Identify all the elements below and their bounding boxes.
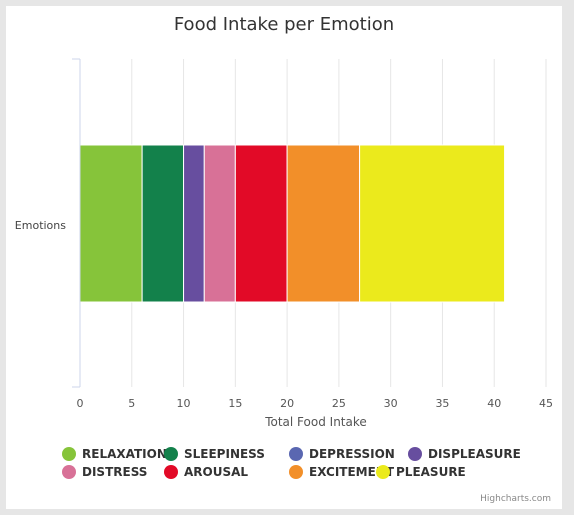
- legend-label: DEPRESSION: [309, 447, 395, 461]
- y-axis-category-label: Emotions: [15, 219, 66, 232]
- x-tick-label: 35: [435, 397, 449, 410]
- x-tick-label: 30: [384, 397, 398, 410]
- bar-segment-pleasure[interactable]: [359, 144, 506, 303]
- x-tick-label: 20: [280, 397, 294, 410]
- legend-symbol: [62, 447, 76, 461]
- stacked-bar-chart: Food Intake per Emotion Emotions 0 5 10 15 2…: [15, 14, 554, 504]
- legend-item-arousal[interactable]: AROUSAL: [164, 465, 248, 479]
- legend-item-relaxation[interactable]: RELAXATION: [62, 447, 167, 461]
- credits-link[interactable]: Highcharts.com: [480, 494, 551, 504]
- legend: RELAXATION SLEEPINESS DEPRESSION DISPLEASUR…: [62, 447, 521, 479]
- x-tick-label: 15: [228, 397, 242, 410]
- legend-item-pleasure[interactable]: PLEASURE: [376, 465, 466, 479]
- bar-segment-excitement[interactable]: [286, 144, 361, 303]
- legend-label: EXCITEMENT: [309, 465, 395, 479]
- x-tick-label: 5: [128, 397, 135, 410]
- legend-label: DISTRESS: [82, 465, 147, 479]
- x-tick-label: 10: [177, 397, 191, 410]
- x-axis-title: Total Food Intake: [264, 415, 367, 429]
- bar-series: [79, 144, 506, 303]
- bar-segment-arousal[interactable]: [234, 144, 288, 303]
- legend-symbol: [289, 447, 303, 461]
- x-axis-tick-labels: 0 5 10 15 20 25 30 35 40 45: [77, 397, 554, 410]
- x-tick-label: 25: [332, 397, 346, 410]
- legend-symbol: [62, 465, 76, 479]
- legend-symbol: [408, 447, 422, 461]
- legend-item-depression[interactable]: DEPRESSION: [289, 447, 395, 461]
- axes: [72, 58, 81, 388]
- legend-item-excitement[interactable]: EXCITEMENT: [289, 465, 395, 479]
- bar-segment-distress[interactable]: [203, 144, 236, 303]
- bar-segment-relaxation[interactable]: [79, 144, 143, 303]
- legend-label: DISPLEASURE: [428, 447, 521, 461]
- legend-label: PLEASURE: [396, 465, 466, 479]
- legend-item-sleepiness[interactable]: SLEEPINESS: [164, 447, 265, 461]
- x-tick-label: 40: [487, 397, 501, 410]
- chart-container: Food Intake per Emotion Emotions 0 5 10 15 2…: [6, 6, 562, 509]
- legend-symbol: [376, 465, 390, 479]
- legend-symbol: [164, 447, 178, 461]
- legend-label: SLEEPINESS: [184, 447, 265, 461]
- legend-symbol: [164, 465, 178, 479]
- legend-label: AROUSAL: [184, 465, 248, 479]
- bar-segment-displeasure[interactable]: [183, 144, 205, 303]
- legend-item-displeasure[interactable]: DISPLEASURE: [408, 447, 521, 461]
- bar-segment-sleepiness[interactable]: [141, 144, 185, 303]
- chart-title: Food Intake per Emotion: [174, 14, 394, 35]
- legend-label: RELAXATION: [82, 447, 167, 461]
- legend-item-distress[interactable]: DISTRESS: [62, 465, 147, 479]
- x-tick-label: 45: [539, 397, 553, 410]
- x-tick-label: 0: [77, 397, 84, 410]
- legend-symbol: [289, 465, 303, 479]
